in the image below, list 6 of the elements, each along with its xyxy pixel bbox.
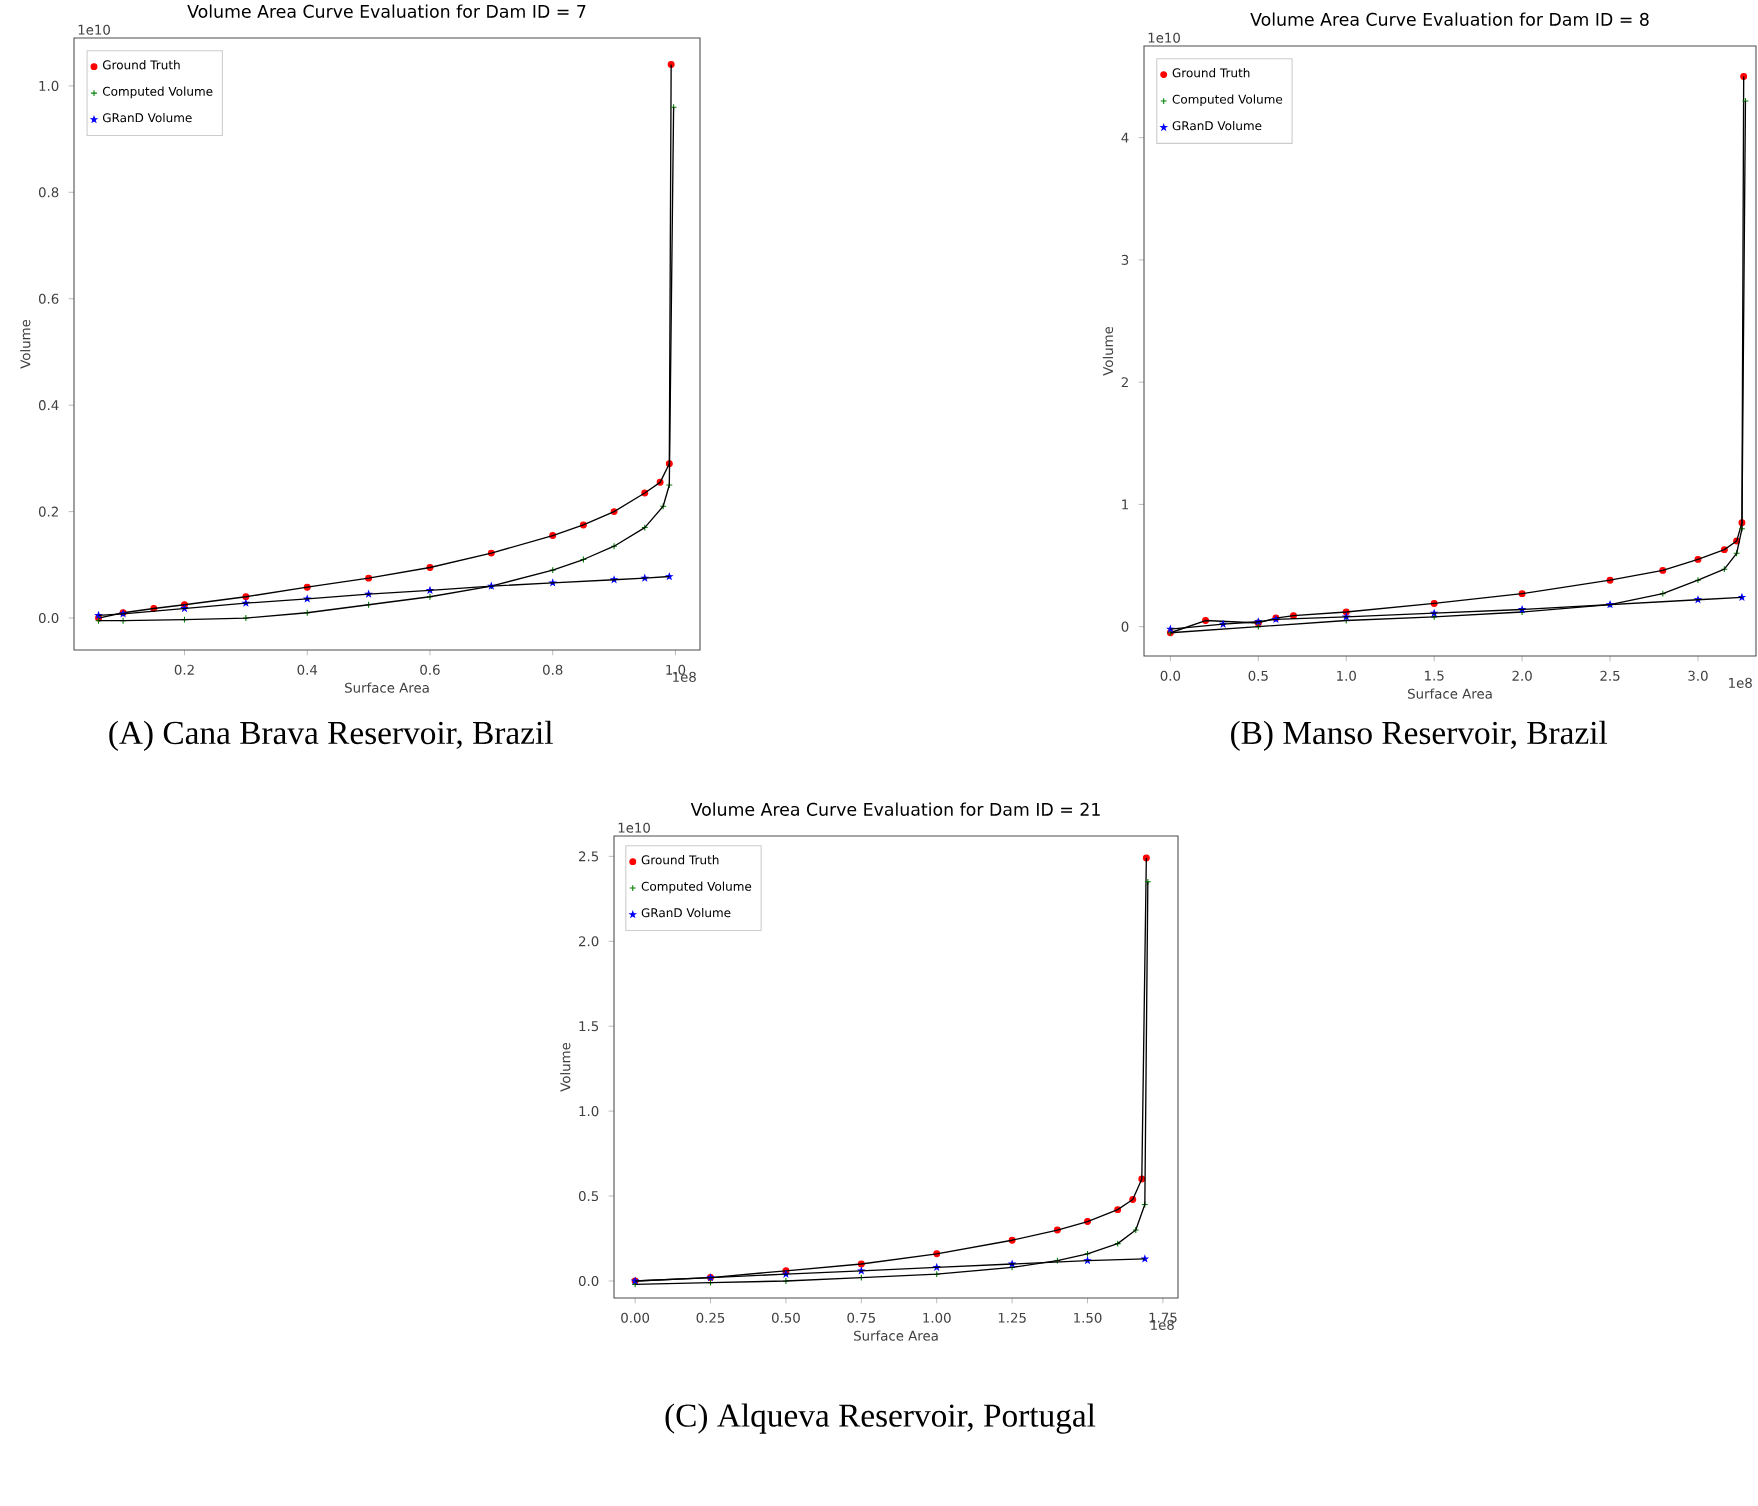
text: (C) Alqueva Reservoir, Portugal <box>665 1403 1096 1434</box>
chart-title: Volume Area Curve Evaluation for Dam ID = 7 <box>187 4 586 18</box>
chart-title: Volume Area Curve Evaluation for Dam ID = 8 <box>1250 12 1649 26</box>
text: (A) Cana Brava Reservoir, Brazil <box>109 720 553 751</box>
text: (B) Manso Reservoir, Brazil <box>1231 720 1608 751</box>
chart-title: Volume Area Curve Evaluation for Dam ID = 21 <box>690 802 1100 816</box>
